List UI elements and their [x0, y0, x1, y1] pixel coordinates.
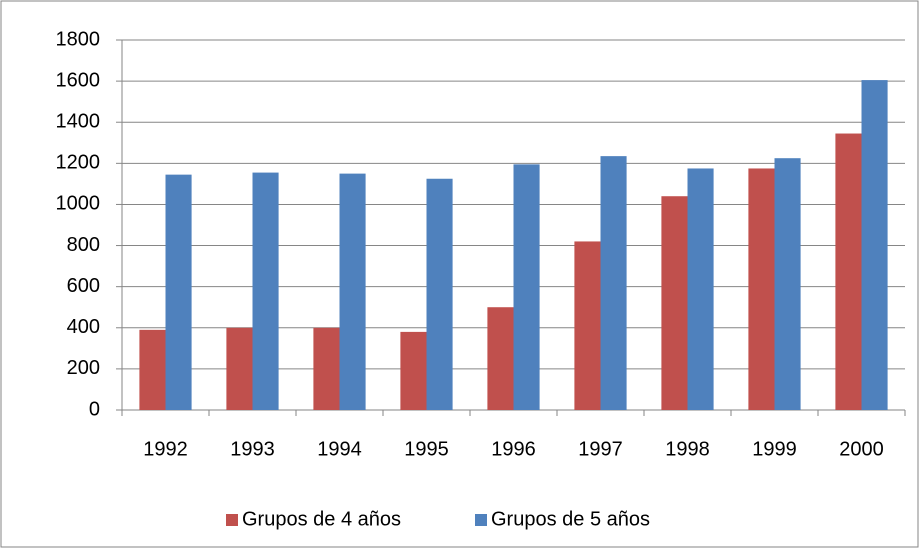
- bar: [426, 178, 453, 410]
- legend-label: Grupos de 4 años: [242, 508, 401, 530]
- x-tick-label: 1994: [317, 438, 362, 460]
- y-tick-label: 400: [67, 316, 100, 338]
- bar: [339, 173, 366, 410]
- bar: [600, 156, 627, 410]
- bar: [400, 331, 427, 410]
- y-tick-label: 200: [67, 357, 100, 379]
- bar: [139, 329, 166, 410]
- bar: [687, 168, 714, 410]
- bar: [487, 307, 514, 410]
- x-tick-label: 1995: [404, 438, 449, 460]
- y-tick-label: 0: [89, 398, 100, 420]
- x-tick-label: 2000: [839, 438, 884, 460]
- bar: [513, 164, 540, 410]
- y-tick-label: 1000: [56, 193, 101, 215]
- x-tick-label: 1999: [752, 438, 797, 460]
- bar: [861, 80, 888, 410]
- bar: [835, 133, 862, 410]
- bar: [165, 174, 192, 410]
- bar: [661, 196, 688, 410]
- y-tick-label: 1400: [56, 111, 101, 133]
- x-tick-label: 1992: [143, 438, 188, 460]
- y-tick-label: 600: [67, 275, 100, 297]
- legend-swatch: [475, 514, 487, 526]
- x-tick-label: 1996: [491, 438, 536, 460]
- x-tick-label: 1993: [230, 438, 275, 460]
- bar: [252, 172, 279, 410]
- y-tick-label: 1200: [56, 152, 101, 174]
- bar: [774, 158, 801, 410]
- bar: [313, 327, 340, 410]
- y-tick-label: 1800: [56, 28, 101, 50]
- y-tick-label: 800: [67, 234, 100, 256]
- x-tick-label: 1998: [665, 438, 710, 460]
- bar: [574, 241, 601, 410]
- x-tick-label: 1997: [578, 438, 623, 460]
- bar: [748, 168, 775, 410]
- y-tick-label: 1600: [56, 69, 101, 91]
- legend-label: Grupos de 5 años: [491, 508, 650, 530]
- legend-swatch: [226, 514, 238, 526]
- bar: [226, 327, 253, 410]
